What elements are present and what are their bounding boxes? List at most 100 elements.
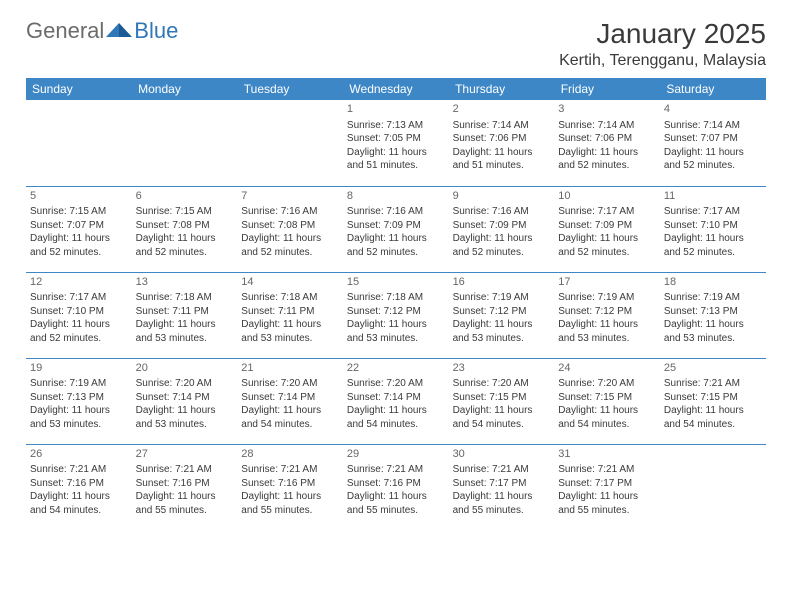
sunset-text: Sunset: 7:08 PM bbox=[241, 219, 339, 233]
weekday-header-row: Sunday Monday Tuesday Wednesday Thursday… bbox=[26, 78, 766, 100]
day-number: 8 bbox=[347, 189, 445, 204]
calendar-day-cell: 9Sunrise: 7:16 AMSunset: 7:09 PMDaylight… bbox=[449, 186, 555, 272]
calendar-day-cell: 26Sunrise: 7:21 AMSunset: 7:16 PMDayligh… bbox=[26, 444, 132, 530]
daylight-text: and 52 minutes. bbox=[558, 246, 656, 260]
daylight-text: Daylight: 11 hours bbox=[241, 232, 339, 246]
daylight-text: Daylight: 11 hours bbox=[347, 146, 445, 160]
daylight-text: Daylight: 11 hours bbox=[558, 318, 656, 332]
day-number: 18 bbox=[664, 275, 762, 290]
sunset-text: Sunset: 7:09 PM bbox=[347, 219, 445, 233]
sunset-text: Sunset: 7:07 PM bbox=[664, 132, 762, 146]
sunrise-text: Sunrise: 7:14 AM bbox=[664, 119, 762, 133]
sunrise-text: Sunrise: 7:20 AM bbox=[347, 377, 445, 391]
calendar-day-cell bbox=[132, 100, 238, 186]
day-number: 23 bbox=[453, 361, 551, 376]
calendar-day-cell: 14Sunrise: 7:18 AMSunset: 7:11 PMDayligh… bbox=[237, 272, 343, 358]
daylight-text: Daylight: 11 hours bbox=[558, 490, 656, 504]
calendar-day-cell: 17Sunrise: 7:19 AMSunset: 7:12 PMDayligh… bbox=[554, 272, 660, 358]
calendar-week-row: 26Sunrise: 7:21 AMSunset: 7:16 PMDayligh… bbox=[26, 444, 766, 530]
sunrise-text: Sunrise: 7:17 AM bbox=[558, 205, 656, 219]
sunrise-text: Sunrise: 7:20 AM bbox=[558, 377, 656, 391]
brand-triangle-icon bbox=[106, 21, 132, 41]
day-number: 31 bbox=[558, 447, 656, 462]
weekday-saturday: Saturday bbox=[660, 78, 766, 100]
sunrise-text: Sunrise: 7:21 AM bbox=[558, 463, 656, 477]
day-number: 5 bbox=[30, 189, 128, 204]
sunset-text: Sunset: 7:15 PM bbox=[664, 391, 762, 405]
sunset-text: Sunset: 7:15 PM bbox=[558, 391, 656, 405]
daylight-text: and 52 minutes. bbox=[136, 246, 234, 260]
sunset-text: Sunset: 7:06 PM bbox=[453, 132, 551, 146]
sunrise-text: Sunrise: 7:21 AM bbox=[453, 463, 551, 477]
calendar-day-cell: 11Sunrise: 7:17 AMSunset: 7:10 PMDayligh… bbox=[660, 186, 766, 272]
day-number: 6 bbox=[136, 189, 234, 204]
daylight-text: Daylight: 11 hours bbox=[241, 318, 339, 332]
daylight-text: and 54 minutes. bbox=[664, 418, 762, 432]
sunset-text: Sunset: 7:17 PM bbox=[453, 477, 551, 491]
sunrise-text: Sunrise: 7:16 AM bbox=[453, 205, 551, 219]
daylight-text: Daylight: 11 hours bbox=[30, 404, 128, 418]
day-number: 9 bbox=[453, 189, 551, 204]
brand-text-general: General bbox=[26, 18, 104, 44]
day-number: 1 bbox=[347, 102, 445, 117]
calendar-day-cell: 27Sunrise: 7:21 AMSunset: 7:16 PMDayligh… bbox=[132, 444, 238, 530]
daylight-text: Daylight: 11 hours bbox=[453, 232, 551, 246]
day-number: 19 bbox=[30, 361, 128, 376]
calendar-week-row: 12Sunrise: 7:17 AMSunset: 7:10 PMDayligh… bbox=[26, 272, 766, 358]
sunrise-text: Sunrise: 7:19 AM bbox=[558, 291, 656, 305]
day-number: 2 bbox=[453, 102, 551, 117]
daylight-text: and 52 minutes. bbox=[558, 159, 656, 173]
daylight-text: and 55 minutes. bbox=[453, 504, 551, 518]
daylight-text: and 53 minutes. bbox=[136, 332, 234, 346]
sunrise-text: Sunrise: 7:19 AM bbox=[30, 377, 128, 391]
sunrise-text: Sunrise: 7:13 AM bbox=[347, 119, 445, 133]
sunrise-text: Sunrise: 7:17 AM bbox=[664, 205, 762, 219]
calendar-day-cell: 4Sunrise: 7:14 AMSunset: 7:07 PMDaylight… bbox=[660, 100, 766, 186]
sunset-text: Sunset: 7:08 PM bbox=[136, 219, 234, 233]
daylight-text: Daylight: 11 hours bbox=[558, 146, 656, 160]
daylight-text: and 52 minutes. bbox=[664, 159, 762, 173]
daylight-text: Daylight: 11 hours bbox=[136, 318, 234, 332]
day-number: 27 bbox=[136, 447, 234, 462]
sunset-text: Sunset: 7:12 PM bbox=[453, 305, 551, 319]
day-number: 24 bbox=[558, 361, 656, 376]
daylight-text: and 52 minutes. bbox=[453, 246, 551, 260]
day-number: 28 bbox=[241, 447, 339, 462]
daylight-text: and 54 minutes. bbox=[453, 418, 551, 432]
calendar-day-cell bbox=[26, 100, 132, 186]
calendar-day-cell: 1Sunrise: 7:13 AMSunset: 7:05 PMDaylight… bbox=[343, 100, 449, 186]
calendar-day-cell: 8Sunrise: 7:16 AMSunset: 7:09 PMDaylight… bbox=[343, 186, 449, 272]
day-number: 22 bbox=[347, 361, 445, 376]
calendar-day-cell: 12Sunrise: 7:17 AMSunset: 7:10 PMDayligh… bbox=[26, 272, 132, 358]
daylight-text: and 54 minutes. bbox=[558, 418, 656, 432]
daylight-text: Daylight: 11 hours bbox=[558, 404, 656, 418]
daylight-text: and 54 minutes. bbox=[347, 418, 445, 432]
sunrise-text: Sunrise: 7:19 AM bbox=[453, 291, 551, 305]
sunrise-text: Sunrise: 7:18 AM bbox=[241, 291, 339, 305]
sunset-text: Sunset: 7:10 PM bbox=[664, 219, 762, 233]
daylight-text: and 52 minutes. bbox=[664, 246, 762, 260]
sunrise-text: Sunrise: 7:21 AM bbox=[241, 463, 339, 477]
daylight-text: and 54 minutes. bbox=[30, 504, 128, 518]
weekday-sunday: Sunday bbox=[26, 78, 132, 100]
daylight-text: and 55 minutes. bbox=[347, 504, 445, 518]
calendar-day-cell: 19Sunrise: 7:19 AMSunset: 7:13 PMDayligh… bbox=[26, 358, 132, 444]
day-number: 11 bbox=[664, 189, 762, 204]
day-number: 16 bbox=[453, 275, 551, 290]
day-number: 15 bbox=[347, 275, 445, 290]
daylight-text: and 53 minutes. bbox=[453, 332, 551, 346]
daylight-text: and 52 minutes. bbox=[241, 246, 339, 260]
sunset-text: Sunset: 7:14 PM bbox=[347, 391, 445, 405]
day-number: 3 bbox=[558, 102, 656, 117]
sunrise-text: Sunrise: 7:19 AM bbox=[664, 291, 762, 305]
month-title: January 2025 bbox=[559, 18, 766, 50]
sunrise-text: Sunrise: 7:20 AM bbox=[136, 377, 234, 391]
calendar-week-row: 5Sunrise: 7:15 AMSunset: 7:07 PMDaylight… bbox=[26, 186, 766, 272]
calendar-day-cell: 23Sunrise: 7:20 AMSunset: 7:15 PMDayligh… bbox=[449, 358, 555, 444]
daylight-text: Daylight: 11 hours bbox=[347, 232, 445, 246]
daylight-text: and 53 minutes. bbox=[30, 418, 128, 432]
location-text: Kertih, Terengganu, Malaysia bbox=[559, 52, 766, 70]
daylight-text: Daylight: 11 hours bbox=[664, 404, 762, 418]
day-number: 20 bbox=[136, 361, 234, 376]
sunrise-text: Sunrise: 7:14 AM bbox=[558, 119, 656, 133]
